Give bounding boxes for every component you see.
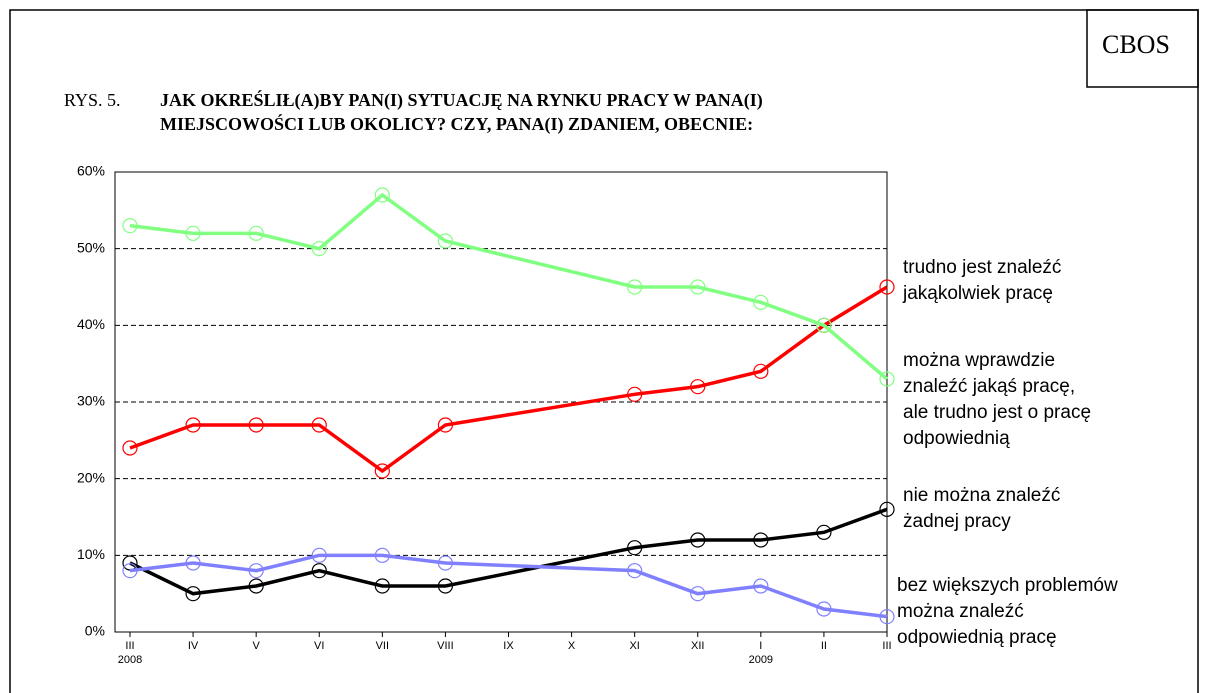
point-marker (185, 555, 201, 571)
point-marker (311, 563, 327, 579)
point-marker (248, 578, 264, 594)
y-tick-label: 0% (85, 623, 105, 639)
page-frame (9, 9, 1199, 693)
point-marker (185, 586, 201, 602)
point-marker (816, 317, 832, 333)
point-marker (374, 547, 390, 563)
x-year-label: 2008 (118, 654, 142, 666)
point-marker (753, 363, 769, 379)
point-marker (437, 578, 454, 594)
series-label: nie można znaleźć żadnej pracy (903, 485, 1061, 532)
y-tick-label: 50% (77, 239, 105, 255)
x-year-label: 2009 (749, 654, 773, 666)
point-marker (311, 417, 327, 433)
point-marker (311, 241, 327, 257)
x-tick-label: III (125, 640, 134, 652)
source-box (1086, 9, 1199, 88)
point-marker (690, 532, 706, 548)
series-line (129, 285, 888, 474)
y-tick-label: 60% (77, 163, 105, 179)
x-tick-label: XII (691, 640, 704, 652)
x-tick-label: I (759, 640, 762, 652)
point-marker (627, 563, 643, 579)
point-marker (753, 578, 769, 594)
series-label: bez większych problemów można znaleźć od… (897, 575, 1118, 648)
point-marker (374, 463, 390, 479)
point-marker (879, 609, 895, 625)
point-marker (879, 279, 895, 295)
chart-title: JAK OKREŚLIŁ(A)BY PAN(I) SYTUACJĘ NA RYN… (160, 90, 763, 134)
point-marker (627, 279, 643, 295)
x-tick-label: VI (314, 640, 324, 652)
x-tick-label: II (821, 640, 827, 652)
y-tick-label: 10% (77, 546, 105, 562)
point-marker (627, 386, 643, 402)
series-label: można wprawdzie znaleźć jakąś pracę, ale… (903, 350, 1092, 449)
point-marker (816, 601, 832, 617)
series-label: trudno jest znaleźć jakąkolwiek pracę (903, 257, 1062, 304)
point-marker (690, 379, 706, 395)
x-tick-label: IX (503, 640, 514, 652)
point-marker (185, 225, 201, 241)
point-marker (374, 187, 390, 203)
point-marker (122, 218, 138, 234)
point-marker (248, 225, 264, 241)
point-marker (437, 233, 454, 249)
x-tick-label: IV (188, 640, 199, 652)
point-marker (374, 578, 390, 594)
point-marker (122, 563, 138, 579)
y-tick-label: 30% (77, 393, 105, 409)
x-tick-label: V (252, 640, 260, 652)
point-marker (248, 563, 264, 579)
point-marker (690, 586, 706, 602)
x-tick-label: X (568, 640, 576, 652)
point-marker (879, 501, 895, 517)
point-marker (753, 532, 769, 548)
point-marker (753, 294, 769, 310)
point-marker (185, 417, 201, 433)
source: CBOS (1102, 30, 1170, 59)
y-tick-label: 40% (77, 316, 105, 332)
point-marker (816, 524, 832, 540)
point-marker (437, 417, 454, 433)
point-marker (122, 440, 138, 456)
y-tick-label: 20% (77, 469, 105, 485)
x-tick-label: XI (629, 640, 639, 652)
figure-label: RYS. 5. (64, 90, 121, 110)
point-marker (311, 547, 327, 563)
point-marker (248, 417, 264, 433)
series-line (129, 553, 888, 619)
point-marker (437, 555, 454, 571)
x-tick-label: VIII (437, 640, 454, 652)
point-marker (690, 279, 706, 295)
point-marker (879, 371, 895, 387)
series-line (129, 192, 889, 381)
x-tick-label: III (882, 640, 891, 652)
point-marker (627, 540, 643, 556)
x-tick-label: VII (376, 640, 389, 652)
series-line (129, 507, 888, 596)
